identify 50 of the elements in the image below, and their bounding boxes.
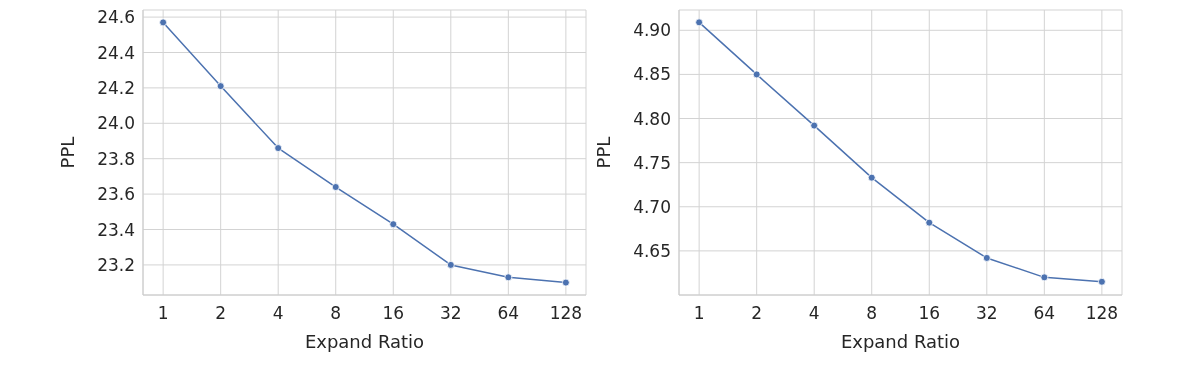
y-tick-label: 23.4 [97, 219, 135, 240]
point [561, 278, 570, 287]
x-tick-label: 64 [497, 303, 520, 324]
point [216, 82, 225, 91]
x-tick-label: 1 [157, 303, 169, 324]
x-tick-label: 2 [215, 303, 227, 324]
point [982, 254, 991, 262]
x-tick-label: 16 [918, 303, 941, 324]
point [446, 261, 455, 269]
x-axis-title: Expand Ratio [304, 331, 425, 352]
x-tick-label: 32 [975, 303, 998, 324]
point [1097, 277, 1106, 286]
x-tick-label: 128 [1085, 303, 1119, 324]
y-tick-label: 4.75 [633, 152, 671, 173]
y-axis-title: PPL [593, 136, 615, 169]
x-tick-label: 32 [439, 303, 462, 324]
y-tick-label: 4.85 [633, 64, 671, 85]
point [925, 218, 934, 227]
x-axis-title: Expand Ratio [840, 331, 961, 352]
point [159, 18, 168, 27]
x-tick-label: 64 [1033, 303, 1056, 324]
y-tick-label: 4.90 [633, 20, 671, 41]
x-tick-label: 4 [272, 303, 284, 324]
y-tick-label: 4.65 [633, 240, 671, 261]
y-axis-title: PPL [57, 136, 79, 169]
x-tick-label: 8 [866, 303, 878, 324]
y-tick-label: 23.6 [97, 184, 135, 205]
y-tick-label: 24.0 [97, 113, 135, 134]
x-tick-label: 16 [382, 303, 405, 324]
point [1040, 273, 1049, 282]
point [389, 220, 398, 229]
point [810, 121, 819, 130]
y-tick-label: 4.70 [633, 196, 671, 217]
x-tick-label: 4 [808, 303, 820, 324]
x-tick-label: 128 [549, 303, 583, 324]
point [274, 144, 283, 152]
point [867, 173, 876, 182]
y-tick-label: 24.4 [97, 42, 135, 63]
y-tick-label: 23.8 [97, 148, 135, 169]
y-tick-label: 24.6 [97, 7, 135, 28]
x-tick-label: 1 [693, 303, 705, 324]
y-tick-label: 24.2 [97, 77, 135, 98]
point [752, 70, 761, 79]
y-tick-label: 4.80 [633, 108, 671, 129]
point [331, 183, 340, 191]
point [504, 273, 513, 282]
y-tick-label: 23.2 [97, 254, 135, 275]
point [695, 18, 704, 27]
x-tick-label: 8 [330, 303, 342, 324]
x-tick-label: 2 [751, 303, 763, 324]
